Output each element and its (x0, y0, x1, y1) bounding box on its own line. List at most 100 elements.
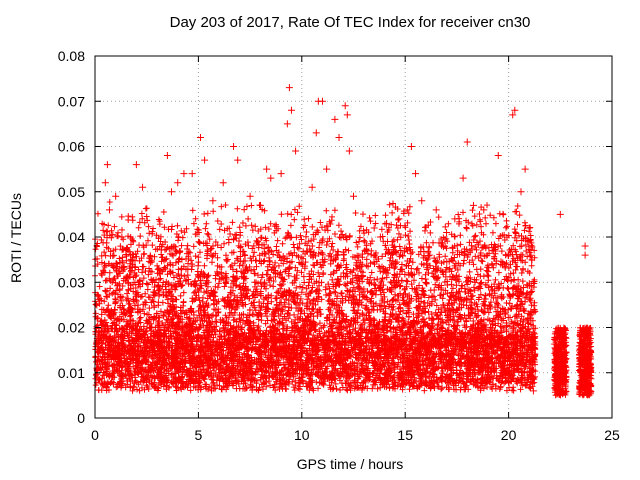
data-point (323, 165, 331, 173)
data-point (285, 84, 293, 92)
x-tick-label: 10 (294, 427, 310, 443)
data-point (343, 111, 351, 119)
data-point (509, 111, 517, 119)
y-tick-label: 0.05 (58, 184, 85, 200)
data-point (225, 328, 233, 336)
data-point (128, 373, 136, 381)
data-point (581, 242, 589, 250)
data-point (511, 106, 519, 114)
data-point (219, 179, 227, 187)
data-point (515, 360, 523, 368)
data-point (403, 355, 411, 363)
data-point (517, 188, 525, 196)
data-point (168, 188, 176, 196)
data-point (178, 355, 186, 363)
data-point (438, 351, 446, 359)
data-point (246, 192, 254, 200)
data-point (217, 364, 225, 372)
data-point (529, 387, 537, 395)
data-point (201, 156, 209, 164)
data-point (583, 369, 591, 377)
data-point (234, 156, 242, 164)
data-point (196, 133, 204, 141)
data-point (312, 129, 320, 137)
data-point (581, 382, 589, 390)
data-point (230, 143, 238, 150)
data-point (579, 355, 587, 363)
data-point (430, 373, 438, 381)
data-point (263, 165, 271, 173)
data-point (418, 197, 426, 205)
data-point (316, 360, 324, 368)
data-point (362, 373, 370, 381)
data-point (457, 333, 465, 341)
data-point (132, 161, 140, 169)
x-axis-label: GPS time / hours (296, 456, 404, 472)
data-point (465, 369, 473, 377)
data-point (443, 228, 451, 236)
data-point (273, 355, 281, 363)
data-point (194, 360, 202, 368)
data-point (283, 120, 291, 128)
data-point (414, 364, 422, 372)
data-point (339, 355, 347, 363)
data-point (267, 174, 275, 182)
data-point (335, 133, 343, 141)
data-point (114, 355, 122, 363)
data-point (290, 342, 298, 350)
data-point (345, 147, 353, 155)
data-point (99, 346, 107, 354)
x-tick-label: 5 (195, 427, 203, 443)
data-point (97, 296, 105, 304)
data-point (341, 102, 349, 110)
data-point (180, 170, 188, 178)
data-point (256, 201, 264, 209)
data-point (556, 210, 564, 218)
data-point (494, 152, 502, 160)
y-tick-label: 0.08 (58, 48, 85, 64)
y-tick-label: 0 (77, 410, 85, 426)
data-point (378, 360, 386, 368)
data-point (556, 378, 564, 386)
data-point (172, 373, 180, 381)
data-point (459, 174, 467, 182)
data-point (412, 170, 420, 178)
x-tick-label: 20 (501, 427, 517, 443)
data-point (463, 138, 471, 146)
data-point (165, 342, 173, 350)
data-point (347, 364, 355, 372)
data-point (376, 233, 384, 241)
data-point (325, 333, 333, 341)
data-point (554, 360, 562, 368)
data-point (203, 369, 211, 377)
data-point (451, 215, 459, 223)
data-point (277, 170, 285, 178)
data-point (240, 351, 248, 359)
data-point (447, 360, 455, 368)
data-point (370, 224, 378, 232)
data-point (298, 373, 306, 381)
data-point (248, 360, 256, 368)
data-point (521, 165, 529, 173)
data-point (136, 333, 144, 341)
data-point (507, 351, 515, 359)
y-tick-label: 0.02 (58, 320, 85, 336)
data-point (372, 351, 380, 359)
data-point (480, 206, 488, 214)
data-point (281, 364, 289, 372)
data-point (163, 152, 171, 160)
data-point (432, 206, 440, 214)
data-point (523, 369, 531, 377)
y-tick-label: 0.06 (58, 139, 85, 155)
data-point (174, 179, 182, 187)
chart-title: Day 203 of 2017, Rate Of TEC Index for r… (169, 14, 531, 31)
data-point (469, 201, 477, 209)
data-point (209, 197, 217, 205)
data-point (407, 143, 415, 150)
x-tick-label: 25 (604, 427, 620, 443)
data-point (331, 115, 339, 123)
data-point (151, 351, 159, 359)
data-point (259, 337, 267, 345)
data-points-background (92, 199, 595, 399)
data-point (157, 364, 165, 372)
